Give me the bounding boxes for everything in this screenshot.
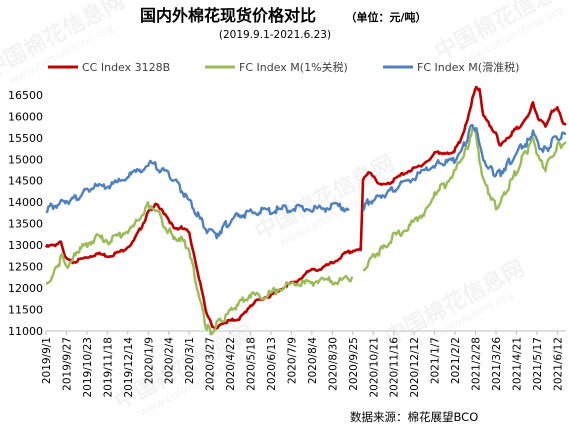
x-tick-label: 2020/11/16 bbox=[389, 337, 401, 398]
chart-title: 国内外棉花现货价格对比 bbox=[140, 6, 316, 25]
x-tick-label: 2020/6/13 bbox=[266, 337, 278, 391]
series-line bbox=[362, 127, 567, 272]
x-tick-label: 2020/1/9 bbox=[143, 337, 155, 384]
x-tick-label: 2020/9/25 bbox=[348, 337, 360, 391]
x-tick-label: 2020/5/18 bbox=[246, 337, 258, 391]
y-tick-label: 15000 bbox=[8, 153, 43, 166]
legend-label: CC Index 3128B bbox=[82, 61, 170, 74]
plot-area bbox=[44, 85, 567, 336]
x-tick-label: 2021/2/2 bbox=[450, 337, 462, 384]
x-tick-label: 2019/11/18 bbox=[102, 337, 114, 398]
x-tick-label: 2019/9/1 bbox=[41, 337, 53, 384]
x-tick-label: 2020/3/1 bbox=[184, 337, 196, 384]
x-tick-label: 2021/6/12 bbox=[552, 337, 564, 391]
y-tick-label: 11500 bbox=[8, 304, 43, 317]
legend-label: FC Index M(滑准税) bbox=[417, 60, 519, 74]
y-tick-label: 14000 bbox=[8, 196, 43, 209]
x-tick-label: 2019/10/23 bbox=[82, 337, 94, 398]
series-line bbox=[45, 201, 354, 336]
x-tick-label: 2020/12/12 bbox=[409, 337, 421, 398]
x-tick-label: 2021/1/7 bbox=[430, 337, 442, 384]
x-tick-label: 2020/8/30 bbox=[327, 337, 339, 391]
y-tick-label: 14500 bbox=[8, 175, 43, 188]
series-1 bbox=[45, 127, 567, 336]
y-tick-label: 12000 bbox=[8, 282, 43, 295]
y-tick-label: 13000 bbox=[8, 239, 43, 252]
x-tick-label: 2021/3/26 bbox=[491, 337, 503, 391]
series-0 bbox=[44, 85, 567, 330]
series-line bbox=[362, 123, 567, 212]
x-tick-label: 2020/7/9 bbox=[286, 337, 298, 384]
y-tick-label: 11000 bbox=[8, 325, 43, 338]
y-tick-label: 13500 bbox=[8, 218, 43, 231]
series-2 bbox=[45, 123, 567, 240]
x-tick-label: 2020/2/4 bbox=[164, 337, 176, 384]
x-tick-label: 2021/2/28 bbox=[471, 337, 483, 391]
legend-label: FC Index M(1%关税) bbox=[239, 60, 348, 74]
legend: CC Index 3128B FC Index M(1%关税) FC Index M… bbox=[48, 60, 519, 74]
x-tick-label: 2020/4/22 bbox=[225, 337, 237, 391]
chart-subtitle: (2019.9.1-2021.6.23) bbox=[219, 29, 331, 41]
x-tick-label: 2020/8/4 bbox=[307, 337, 319, 384]
x-tick-label: 2019/12/14 bbox=[123, 337, 135, 398]
x-tick-label: 2020/10/21 bbox=[368, 337, 380, 398]
x-tick-label: 2019/9/27 bbox=[61, 337, 73, 391]
series-line bbox=[45, 159, 350, 240]
y-axis: 11000 11500 12000 12500 13000 13500 14000 14500… bbox=[8, 89, 43, 338]
y-tick-label: 15500 bbox=[8, 132, 43, 145]
x-axis: 2019/9/1 2019/9/27 2019/10/23 2019/11/18 201… bbox=[41, 330, 566, 398]
x-tick-label: 2020/3/27 bbox=[205, 337, 217, 391]
x-tick-label: 2021/5/17 bbox=[532, 337, 544, 391]
y-tick-label: 16000 bbox=[8, 110, 43, 123]
x-tick-label: 2021/4/21 bbox=[511, 337, 523, 391]
y-tick-label: 16500 bbox=[8, 89, 43, 102]
source-note: 数据来源：棉花展望BCO bbox=[350, 410, 478, 424]
y-tick-label: 12500 bbox=[8, 261, 43, 274]
unit-note: （单位：元/吨） bbox=[345, 10, 426, 24]
series-line bbox=[44, 85, 567, 330]
